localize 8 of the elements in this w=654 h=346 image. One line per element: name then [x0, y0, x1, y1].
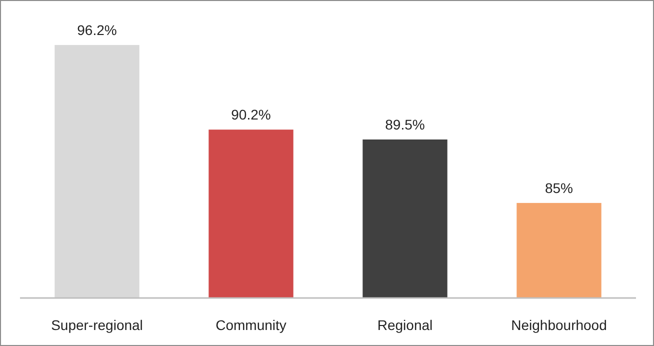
x-tick-label: Regional — [377, 317, 433, 333]
data-label: 89.5% — [385, 116, 425, 132]
x-tick-label: Super-regional — [51, 317, 143, 333]
data-label: 96.2% — [77, 22, 117, 38]
data-label: 85% — [544, 180, 574, 196]
data-label: 90.2% — [231, 106, 271, 123]
x-tick-label: Community — [216, 317, 286, 333]
x-tick-label: Neighbourhood — [511, 317, 607, 333]
